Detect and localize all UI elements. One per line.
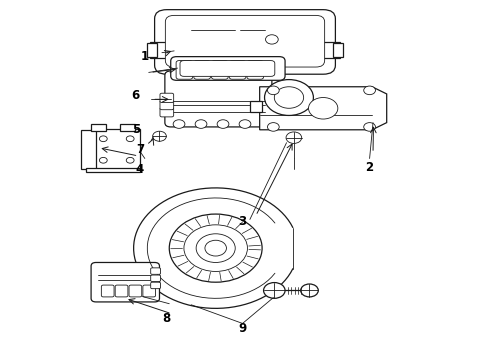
Bar: [96, 129, 140, 170]
Circle shape: [173, 120, 185, 129]
FancyBboxPatch shape: [115, 285, 128, 297]
FancyBboxPatch shape: [247, 60, 264, 79]
Circle shape: [205, 240, 226, 256]
Bar: [121, 124, 135, 131]
FancyBboxPatch shape: [229, 60, 246, 79]
Circle shape: [126, 136, 134, 141]
FancyBboxPatch shape: [165, 71, 272, 127]
Circle shape: [268, 86, 279, 95]
Circle shape: [169, 214, 262, 282]
Circle shape: [153, 131, 166, 141]
Circle shape: [286, 132, 302, 143]
FancyBboxPatch shape: [129, 285, 142, 297]
FancyBboxPatch shape: [171, 57, 285, 80]
Bar: [150, 42, 168, 58]
FancyBboxPatch shape: [143, 285, 156, 297]
Circle shape: [195, 120, 207, 129]
Circle shape: [217, 120, 229, 129]
FancyBboxPatch shape: [165, 15, 325, 67]
FancyBboxPatch shape: [155, 10, 335, 74]
Circle shape: [196, 234, 235, 262]
Text: 1: 1: [141, 50, 149, 63]
Text: 6: 6: [131, 89, 139, 102]
Text: 9: 9: [239, 322, 246, 335]
Circle shape: [99, 136, 107, 141]
Text: 4: 4: [136, 163, 144, 176]
FancyBboxPatch shape: [151, 282, 160, 289]
Circle shape: [126, 157, 134, 163]
FancyBboxPatch shape: [176, 60, 193, 79]
Bar: [250, 101, 262, 112]
Text: 2: 2: [366, 161, 374, 174]
Text: 7: 7: [136, 143, 144, 156]
Circle shape: [184, 225, 247, 271]
FancyBboxPatch shape: [151, 268, 160, 274]
FancyBboxPatch shape: [212, 60, 228, 79]
Bar: [91, 124, 106, 131]
FancyBboxPatch shape: [160, 100, 173, 110]
Circle shape: [309, 98, 338, 119]
Polygon shape: [260, 87, 387, 130]
FancyBboxPatch shape: [160, 93, 173, 103]
Text: 5: 5: [132, 123, 141, 136]
Text: 8: 8: [163, 311, 171, 325]
Circle shape: [266, 35, 278, 44]
Bar: [147, 43, 157, 57]
FancyBboxPatch shape: [91, 262, 159, 302]
Bar: [86, 168, 140, 172]
FancyBboxPatch shape: [101, 285, 114, 297]
Text: 3: 3: [239, 215, 246, 228]
FancyBboxPatch shape: [194, 60, 210, 79]
FancyBboxPatch shape: [151, 275, 160, 282]
Circle shape: [99, 157, 107, 163]
Polygon shape: [134, 188, 293, 309]
FancyBboxPatch shape: [180, 60, 275, 76]
Circle shape: [268, 123, 279, 131]
Circle shape: [301, 284, 318, 297]
Bar: [81, 130, 98, 169]
Bar: [333, 43, 343, 57]
Circle shape: [364, 123, 375, 131]
FancyBboxPatch shape: [160, 108, 173, 117]
Circle shape: [265, 80, 314, 116]
Circle shape: [264, 283, 285, 298]
Circle shape: [274, 87, 304, 108]
Circle shape: [239, 120, 251, 129]
Circle shape: [364, 86, 375, 95]
Bar: [322, 42, 340, 58]
